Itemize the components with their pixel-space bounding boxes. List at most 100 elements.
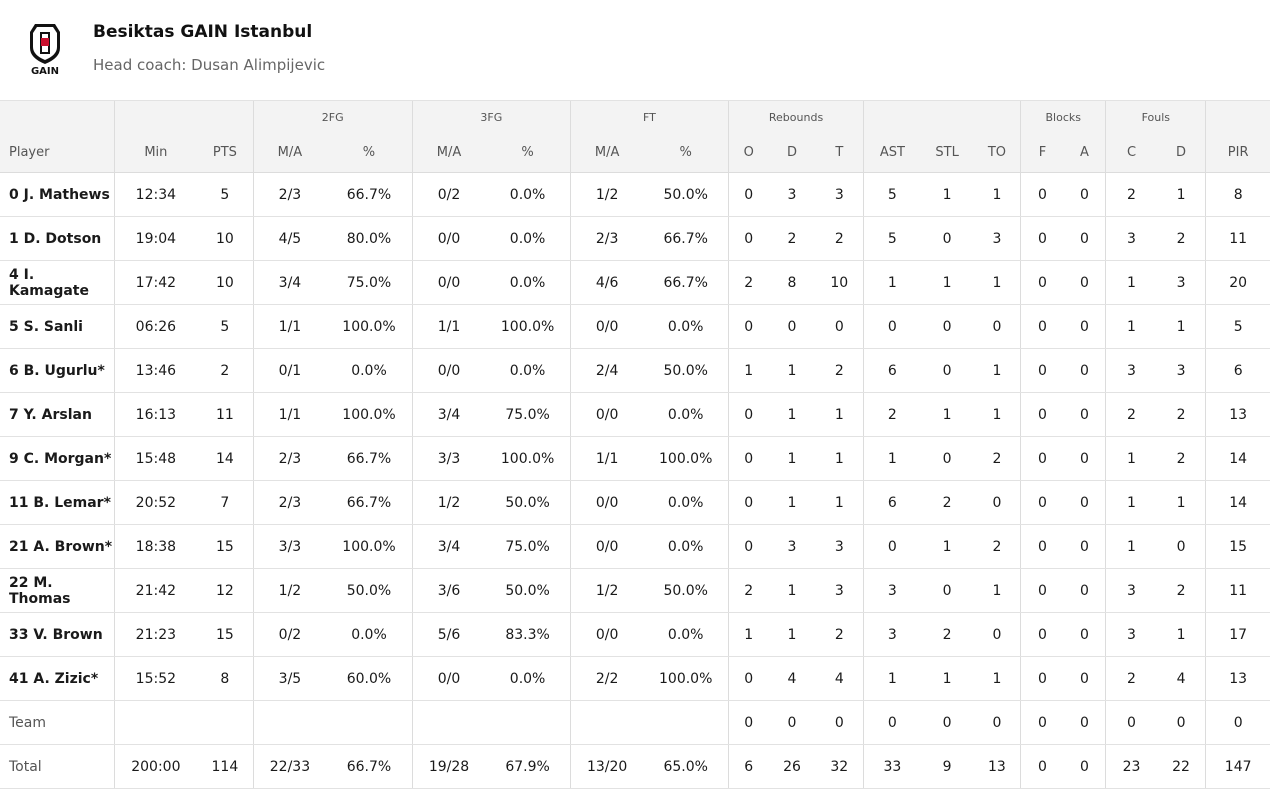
col-reb-d[interactable]: D xyxy=(768,133,816,173)
stat-cell: 100.0% xyxy=(643,436,729,481)
col-min[interactable]: Min xyxy=(113,133,198,173)
stat-cell: 0 xyxy=(1063,656,1106,701)
stat-cell: 15:52 xyxy=(113,656,198,701)
boxscore-body: 0 J. Mathews 12:34 5 2/3 66.7% 0/2 0.0% 1/2 50.0… xyxy=(0,172,1270,789)
col-blk-a[interactable]: A xyxy=(1063,133,1106,173)
player-name[interactable]: 9 C. Morgan* xyxy=(0,436,115,481)
col-ast[interactable]: AST xyxy=(863,133,921,173)
col-foul-d[interactable]: D xyxy=(1156,133,1206,173)
col-2fg-pct[interactable]: % xyxy=(326,133,413,173)
stat-cell: 1 xyxy=(768,392,816,437)
stat-cell: 3/5 xyxy=(252,656,327,701)
stat-cell: 14 xyxy=(197,436,254,481)
stat-cell: 9 xyxy=(920,744,974,789)
stat-cell: 1 xyxy=(727,348,769,393)
player-name[interactable]: 4 I. Kamagate xyxy=(0,260,115,305)
stat-cell: 0 xyxy=(920,700,974,745)
stat-cell: 1 xyxy=(920,392,974,437)
player-row: 1 D. Dotson 19:04 10 4/5 80.0% 0/0 0.0% 2/3 66.7… xyxy=(0,216,1270,261)
stat-cell: 0 xyxy=(920,216,974,261)
player-name[interactable]: 41 A. Zizic* xyxy=(0,656,115,701)
stat-cell: 0 xyxy=(768,700,816,745)
stat-cell: 0 xyxy=(1063,216,1106,261)
stat-cell: 0 xyxy=(1063,700,1106,745)
col-to[interactable]: TO xyxy=(973,133,1021,173)
stat-cell: 2/3 xyxy=(252,436,327,481)
stat-cell: 26 xyxy=(768,744,816,789)
stat-cell: 0 xyxy=(1205,700,1270,745)
stat-cell: 8 xyxy=(768,260,816,305)
stat-cell: 0 xyxy=(1156,524,1206,569)
stat-cell: 0 xyxy=(1063,260,1106,305)
col-foul-c[interactable]: C xyxy=(1105,133,1157,173)
stat-cell: 0 xyxy=(973,612,1021,657)
stat-cell: 1 xyxy=(1105,304,1157,349)
stat-cell: 13/20 xyxy=(569,744,644,789)
player-name[interactable]: 21 A. Brown* xyxy=(0,524,115,569)
player-name[interactable]: 1 D. Dotson xyxy=(0,216,115,261)
player-name[interactable]: 22 M. Thomas xyxy=(0,568,115,613)
stat-cell: 13:46 xyxy=(113,348,198,393)
stat-cell: 19/28 xyxy=(411,744,486,789)
stat-cell: 0.0% xyxy=(485,348,571,393)
stat-cell: 66.7% xyxy=(326,480,413,525)
stat-cell: 3 xyxy=(1156,260,1206,305)
stat-cell: 1 xyxy=(1105,436,1157,481)
player-name[interactable]: 7 Y. Arslan xyxy=(0,392,115,437)
player-name[interactable]: 5 S. Sanli xyxy=(0,304,115,349)
col-3fg-ma[interactable]: M/A xyxy=(411,133,486,173)
player-row: 0 J. Mathews 12:34 5 2/3 66.7% 0/2 0.0% 1/2 50.0… xyxy=(0,172,1270,217)
stat-cell: 2 xyxy=(920,612,974,657)
col-stl[interactable]: STL xyxy=(920,133,974,173)
stat-cell: 6 xyxy=(863,348,921,393)
stat-cell: 0 xyxy=(1063,436,1106,481)
col-reb-t[interactable]: T xyxy=(815,133,864,173)
stat-cell: 4 xyxy=(1156,656,1206,701)
stat-cell: 12:34 xyxy=(113,172,198,217)
col-pts[interactable]: PTS xyxy=(197,133,254,173)
stat-cell: 0 xyxy=(815,304,864,349)
stat-cell: 0 xyxy=(1063,172,1106,217)
player-row: 21 A. Brown* 18:38 15 3/3 100.0% 3/4 75.0% 0/0 0… xyxy=(0,524,1270,569)
stat-cell: 2 xyxy=(727,568,769,613)
stat-cell: 0 xyxy=(1063,568,1106,613)
stat-cell: 2/2 xyxy=(569,656,644,701)
player-name[interactable]: 33 V. Brown xyxy=(0,612,115,657)
team-row: Team 0 0 0 0 0 0 0 0 0 0 0 xyxy=(0,700,1270,745)
col-reb-o[interactable]: O xyxy=(727,133,769,173)
stat-cell: 10 xyxy=(197,216,254,261)
stat-cell: 0/1 xyxy=(252,348,327,393)
player-name[interactable]: 0 J. Mathews xyxy=(0,172,115,217)
col-ft-pct[interactable]: % xyxy=(643,133,729,173)
stat-cell: 5 xyxy=(197,172,254,217)
stat-cell: 4/6 xyxy=(569,260,644,305)
col-pir[interactable]: PIR xyxy=(1205,133,1270,173)
col-player[interactable]: Player xyxy=(0,133,115,173)
stat-cell: 3 xyxy=(973,216,1021,261)
stat-cell: 1 xyxy=(973,392,1021,437)
stat-cell: 2 xyxy=(920,480,974,525)
stat-cell xyxy=(252,700,327,745)
stat-cell: 0.0% xyxy=(485,216,571,261)
col-3fg-pct[interactable]: % xyxy=(485,133,571,173)
stat-cell: 0/0 xyxy=(569,480,644,525)
col-blk-f[interactable]: F xyxy=(1020,133,1064,173)
player-row: 22 M. Thomas 21:42 12 1/2 50.0% 3/6 50.0% 1/2 50… xyxy=(0,568,1270,613)
stat-cell: 10 xyxy=(815,260,864,305)
stat-cell: 0.0% xyxy=(643,480,729,525)
total-row: Total 200:00 114 22/33 66.7% 19/28 67.9% 13/20 6… xyxy=(0,744,1270,789)
stat-cell: 4 xyxy=(815,656,864,701)
player-name[interactable]: 11 B. Lemar* xyxy=(0,480,115,525)
stat-cell: 2 xyxy=(727,260,769,305)
player-name[interactable]: 6 B. Ugurlu* xyxy=(0,348,115,393)
stat-cell: 80.0% xyxy=(326,216,413,261)
stat-cell: 1 xyxy=(973,656,1021,701)
col-2fg-ma[interactable]: M/A xyxy=(252,133,327,173)
player-row: 5 S. Sanli 06:26 5 1/1 100.0% 1/1 100.0% 0/0 0.0… xyxy=(0,304,1270,349)
stat-cell: 0.0% xyxy=(485,260,571,305)
stat-cell: 2 xyxy=(1105,656,1157,701)
stat-cell: 1 xyxy=(1105,480,1157,525)
stat-cell: 2/4 xyxy=(569,348,644,393)
stat-cell: 15 xyxy=(197,612,254,657)
col-ft-ma[interactable]: M/A xyxy=(569,133,644,173)
